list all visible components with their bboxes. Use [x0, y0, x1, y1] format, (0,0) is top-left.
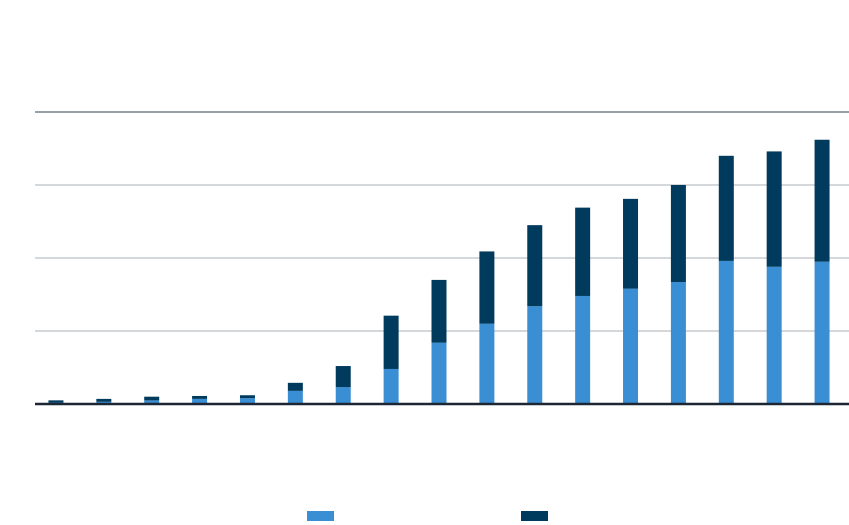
- bar-segment: [335, 387, 351, 404]
- bar-segment: [623, 198, 639, 289]
- bar-segment: [48, 400, 64, 403]
- bar-segment: [479, 323, 495, 404]
- bar-segment: [575, 295, 591, 404]
- bar-segment: [527, 225, 543, 307]
- bar-segment: [479, 251, 495, 324]
- bar-segment: [814, 139, 830, 262]
- bar-segment: [575, 207, 591, 296]
- bar-segment: [239, 395, 255, 399]
- bar-segment: [766, 266, 782, 404]
- bar-segment: [718, 260, 734, 404]
- bar-segment: [144, 400, 160, 404]
- bar-segment: [670, 282, 686, 404]
- bar-segment: [718, 155, 734, 261]
- bar-segment: [192, 395, 208, 399]
- bar-segment: [144, 396, 160, 401]
- bar-segment: [383, 368, 399, 404]
- bar-segment: [670, 185, 686, 283]
- bar-segment: [383, 315, 399, 369]
- bar-segment: [96, 398, 112, 402]
- bar-segment: [527, 306, 543, 404]
- bar-segment: [335, 366, 351, 388]
- bar-segment: [192, 398, 208, 404]
- bar-segment: [623, 288, 639, 404]
- legend-swatch: [521, 511, 548, 521]
- bar-segment: [814, 261, 830, 404]
- bar-segment: [239, 398, 255, 404]
- bar-segment: [287, 390, 303, 404]
- bar-segment: [431, 279, 447, 343]
- legend-swatch: [307, 511, 334, 521]
- bar-segment: [766, 151, 782, 267]
- bar-segment: [431, 342, 447, 404]
- bar-segment: [287, 382, 303, 391]
